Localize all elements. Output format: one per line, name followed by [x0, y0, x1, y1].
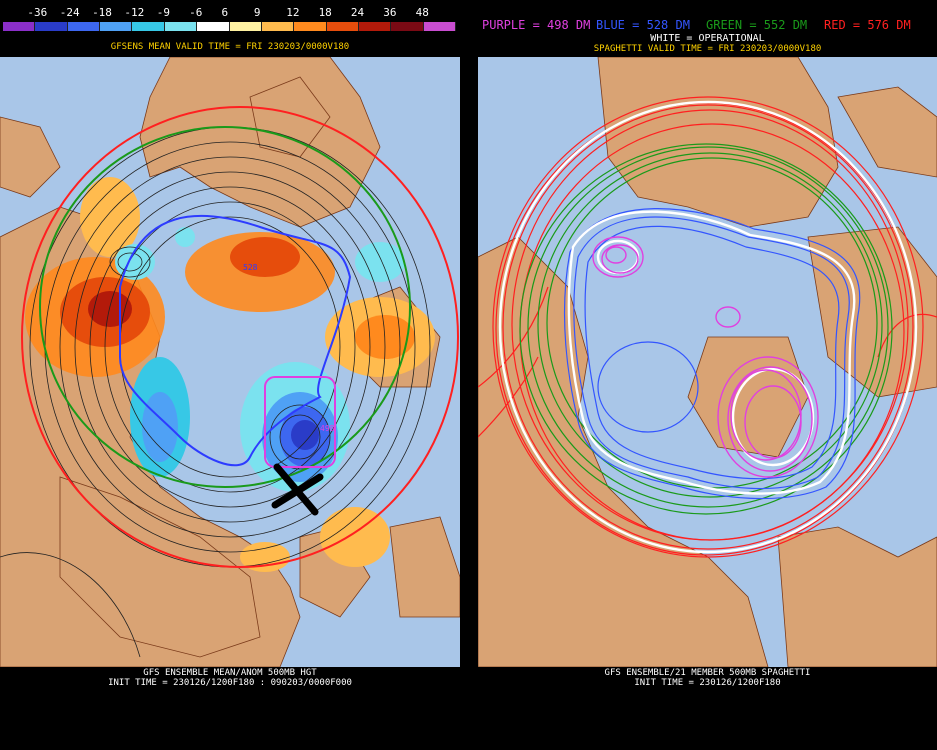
- left-footer-line1: GFS ENSEMBLE MEAN/ANOM 500MB HGT: [143, 668, 317, 678]
- colorbar-swatch: [67, 22, 101, 31]
- scale-tick-label: -12: [124, 6, 145, 19]
- scale-tick-label: 24: [350, 6, 365, 19]
- ensemble-mean-map: 528 498: [0, 57, 460, 667]
- low-position-x-marker: [271, 463, 324, 516]
- colorbar-swatch: [132, 22, 165, 31]
- scale-tick-label: -9: [156, 6, 171, 19]
- legend-white-operational: WHITE = OPERATIONAL: [650, 33, 765, 44]
- right-footer-line1: GFS ENSEMBLE/21 MEMBER 500MB SPAGHETTI: [604, 668, 811, 678]
- colorbar-swatch: [35, 22, 68, 31]
- colorbar-swatch: [3, 22, 36, 31]
- colorbar-swatch: [100, 22, 133, 31]
- legend-red: RED = 576 DM: [824, 18, 911, 32]
- scale-tick-label: 48: [415, 6, 429, 19]
- scale-tick-label: 6: [221, 6, 229, 19]
- ensemble-mean-panel: -36 -24 -18 -12 -9 -6 6 9 12 18 24 36 48 GFSENS MEAN…: [0, 0, 460, 750]
- anomaly-colorbar: [3, 22, 457, 31]
- right-panel-title: SPAGHETTI VALID TIME = FRI 230203/0000V1…: [593, 44, 822, 54]
- colorbar-swatch: [423, 22, 457, 31]
- left-footer-line2: INIT TIME = 230126/1200F180 : 090203/000…: [108, 678, 352, 688]
- scale-tick-label: 9: [253, 6, 261, 19]
- colorbar-swatch: [164, 22, 198, 31]
- colorbar-swatch: [391, 22, 424, 31]
- contour-label-528: 528: [243, 263, 258, 272]
- land-masses: [478, 57, 937, 667]
- scale-tick-label: 12: [286, 6, 300, 19]
- spaghetti-panel: PURPLE = 498 DM BLUE = 528 DM GREEN = 55…: [478, 0, 937, 750]
- colorbar-swatch: [294, 22, 327, 31]
- colored-contours: [21, 106, 459, 568]
- contour-label-498: 498: [320, 424, 335, 433]
- anomaly-scale-labels: -36 -24 -18 -12 -9 -6 6 9 12 18 24 36 48: [3, 6, 458, 19]
- colorbar-swatch: [261, 22, 295, 31]
- ensemble-mean-map-svg: 528 498: [0, 57, 460, 667]
- spaghetti-map: [478, 57, 937, 667]
- spaghetti-map-svg: [478, 57, 937, 667]
- anomaly-fills: [25, 177, 435, 572]
- scale-tick-label: 18: [318, 6, 332, 19]
- right-footer-line2: INIT TIME = 230126/1200F180: [634, 678, 781, 688]
- scale-tick-label: -18: [92, 6, 112, 19]
- blue-528dm-contours: [563, 208, 861, 500]
- red-576dm-contours: [478, 96, 937, 558]
- left-panel-title: GFSENS MEAN VALID TIME = FRI 230203/0000…: [110, 42, 350, 52]
- legend-blue: BLUE = 528 DM: [596, 18, 690, 32]
- legend-purple: PURPLE = 498 DM: [482, 18, 591, 32]
- scale-tick-label: -24: [59, 6, 80, 19]
- purple-498dm-contours: [592, 236, 819, 478]
- colorbar-swatch: [326, 22, 359, 31]
- colorbar-swatch: [229, 22, 262, 31]
- colorbar-swatch: [197, 22, 230, 31]
- scale-tick-label: 36: [383, 6, 397, 19]
- scale-tick-label: -36: [27, 6, 48, 19]
- colorbar-swatch: [358, 22, 392, 31]
- legend-green: GREEN = 552 DM: [706, 18, 808, 32]
- scale-tick-label: -6: [189, 6, 203, 19]
